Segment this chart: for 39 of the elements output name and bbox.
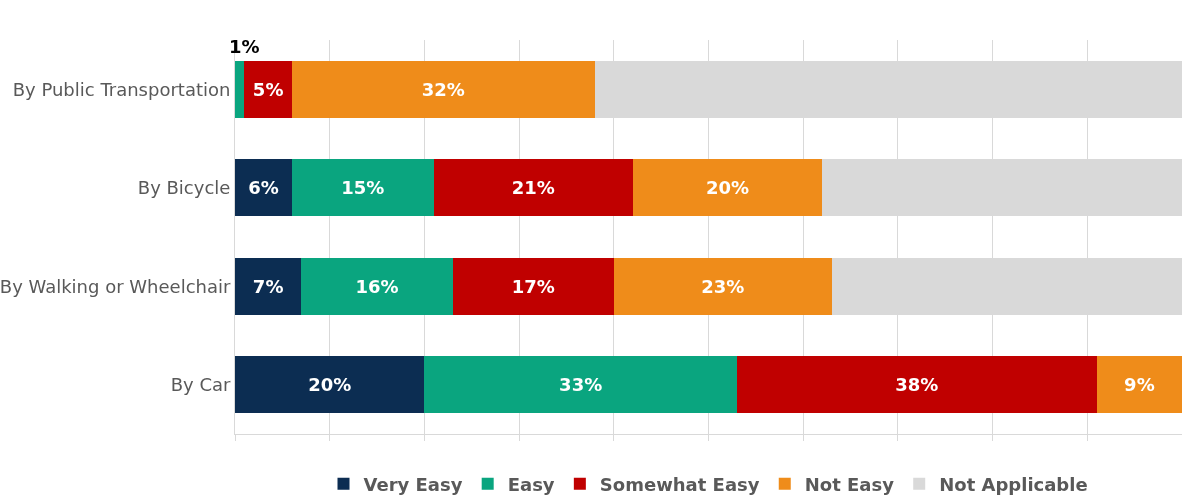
bar	[613, 257, 832, 315]
data-label: 17%	[511, 275, 555, 297]
data-label: 16%	[355, 275, 399, 297]
bar	[244, 60, 292, 118]
bar	[736, 356, 1097, 414]
bar	[235, 159, 292, 217]
data-label: 38%	[895, 374, 939, 396]
data-label: 5%	[252, 78, 284, 100]
legend-label: Not Easy	[804, 473, 895, 495]
annotation: 1%	[229, 36, 260, 57]
data-label: 9%	[1124, 374, 1155, 396]
legend-label: Easy	[507, 473, 555, 495]
data-label: 32%	[421, 78, 465, 100]
bar	[1096, 356, 1182, 414]
data-label: 6%	[248, 177, 279, 199]
bar	[301, 257, 453, 315]
bar	[424, 356, 737, 414]
bar	[235, 356, 425, 414]
y-tick-label: By Walking or Wheelchair	[0, 275, 231, 297]
data-label: 23%	[701, 275, 745, 297]
bar	[235, 60, 245, 118]
y-tick-label: By Car	[170, 374, 231, 396]
data-label: 15%	[341, 177, 385, 199]
data-label: 33%	[559, 374, 603, 396]
bar	[452, 257, 614, 315]
data-label: 20%	[705, 177, 749, 199]
data-label: 7%	[252, 275, 284, 297]
bar	[632, 159, 823, 217]
data-label: 21%	[511, 177, 555, 199]
y-tick-label: By Bicycle	[137, 177, 231, 199]
legend-label: Very Easy	[363, 473, 463, 495]
bar	[235, 257, 302, 315]
legend-label: Not Applicable	[939, 473, 1088, 495]
bar	[291, 159, 434, 217]
y-tick-label: By Public Transportation	[12, 78, 231, 100]
bar	[291, 60, 595, 118]
legend-label: Somewhat Easy	[599, 473, 760, 495]
data-label: 20%	[308, 374, 352, 396]
bar	[433, 159, 633, 217]
